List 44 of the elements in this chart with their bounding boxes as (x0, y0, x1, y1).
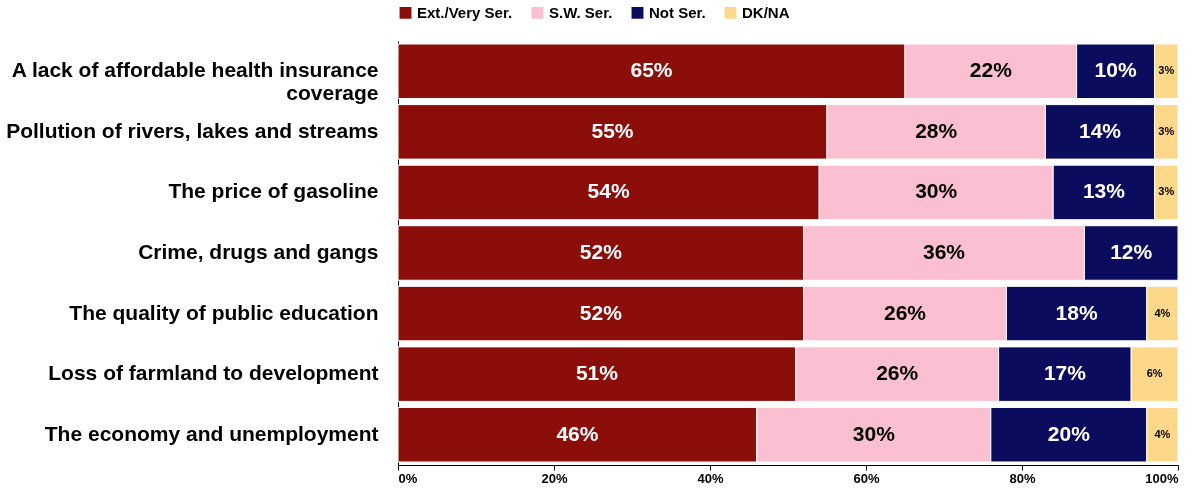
data-label: 26% (883, 300, 927, 324)
x-tick-label: 0% (398, 470, 418, 486)
data-label: 52% (579, 240, 623, 263)
data-label: 30% (915, 179, 958, 203)
data-label: 30% (852, 421, 896, 445)
x-tick-label: 60% (853, 470, 880, 486)
data-label: 3% (1158, 124, 1175, 137)
data-label: 28% (915, 118, 958, 142)
data-label: 65% (630, 58, 673, 82)
legend-label: Not Ser. (649, 3, 706, 21)
data-label: 20% (1047, 421, 1091, 445)
data-label: 4% (1154, 306, 1171, 319)
data-label: 52% (579, 300, 623, 324)
x-tick-label: 40% (697, 470, 724, 486)
data-label: 54% (587, 179, 630, 203)
data-label: 55% (591, 118, 634, 142)
legend-label: Ext./Very Ser. (417, 3, 513, 21)
x-tick-label: 100% (1145, 470, 1179, 486)
legend-label: DK/NA (742, 3, 790, 21)
data-label: 18% (1055, 300, 1098, 324)
data-label: 17% (1043, 361, 1087, 385)
data-label: 36% (922, 240, 966, 263)
data-label: 4% (1154, 427, 1171, 440)
data-label: 12% (1110, 240, 1153, 263)
legend-label: S.W. Ser. (549, 3, 613, 21)
data-label: 14% (1078, 118, 1122, 142)
data-label: 3% (1158, 185, 1175, 198)
y-tick-label: A lack of affordable health insurance coverage (11, 58, 379, 105)
y-tick-label: The quality of public education (69, 300, 379, 324)
data-label: 51% (575, 361, 619, 385)
data-label: 6% (1146, 367, 1163, 380)
data-label: 46% (556, 421, 599, 445)
x-tick-label: 80% (1009, 470, 1036, 486)
y-tick-label: Crime, drugs and gangs (138, 240, 379, 263)
data-label: 22% (969, 58, 1013, 82)
data-label: 13% (1082, 179, 1126, 203)
y-tick-label: Loss of farmland to development (48, 361, 379, 385)
data-label: 10% (1094, 58, 1137, 82)
y-tick-label: Pollution of rivers, lakes and streams (6, 118, 379, 142)
y-tick-label: The economy and unemployment (44, 421, 379, 445)
y-tick-label: The price of gasoline (168, 179, 379, 203)
data-label: 3% (1158, 64, 1175, 77)
data-label: 26% (876, 361, 919, 385)
x-tick-label: 20% (541, 470, 568, 486)
